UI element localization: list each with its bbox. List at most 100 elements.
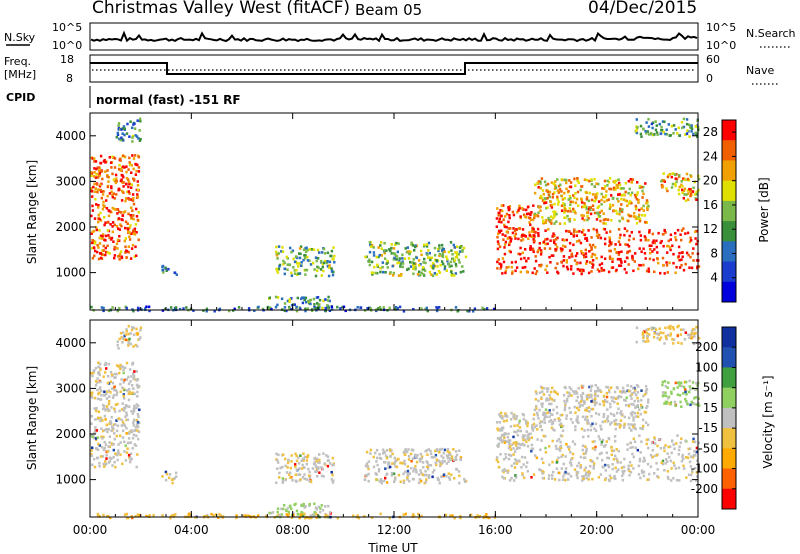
data-cell	[636, 448, 639, 452]
data-cell	[102, 375, 105, 378]
data-cell	[584, 252, 588, 255]
data-cell	[379, 512, 382, 516]
data-cell	[660, 179, 663, 183]
data-cell	[100, 170, 104, 173]
data-cell	[306, 307, 310, 310]
data-cell	[99, 419, 102, 423]
data-cell	[632, 416, 635, 420]
data-cell	[136, 395, 139, 398]
data-cell	[108, 422, 111, 425]
data-cell	[632, 419, 635, 422]
data-cell	[680, 405, 683, 408]
data-cell	[610, 446, 613, 449]
data-cell	[543, 421, 546, 424]
data-cell	[582, 477, 585, 481]
data-cell	[587, 470, 590, 474]
data-cell	[126, 228, 130, 231]
data-cell	[634, 446, 637, 449]
data-cell	[665, 261, 668, 264]
data-cell	[386, 472, 389, 476]
data-cell	[286, 299, 290, 303]
data-cell	[539, 186, 542, 190]
data-cell	[639, 238, 643, 242]
data-cell	[523, 476, 526, 480]
data-cell	[478, 515, 482, 518]
data-cell	[595, 234, 599, 237]
data-cell	[543, 180, 547, 184]
data-cell	[110, 236, 114, 240]
data-cell	[542, 192, 545, 196]
data-cell	[693, 180, 696, 184]
data-cell	[527, 237, 530, 240]
data-cell	[127, 245, 130, 248]
data-cell	[501, 428, 504, 432]
data-cell	[167, 267, 170, 271]
data-cell	[508, 241, 511, 245]
data-cell	[127, 375, 130, 379]
data-cell	[307, 474, 311, 477]
data-cell	[557, 456, 560, 460]
data-cell	[553, 234, 556, 237]
data-cell	[552, 182, 555, 185]
data-cell	[580, 427, 584, 431]
data-cell	[565, 397, 569, 401]
data-cell	[512, 447, 515, 450]
data-cell	[117, 227, 120, 230]
data-cell	[681, 455, 684, 459]
data-cell	[122, 175, 125, 179]
data-cell	[646, 200, 649, 204]
data-cell	[344, 309, 347, 313]
data-cell	[644, 389, 648, 393]
data-cell	[544, 268, 547, 272]
data-cell	[648, 472, 651, 476]
data-cell	[639, 264, 642, 267]
data-cell	[295, 269, 298, 272]
data-cell	[561, 248, 564, 251]
data-cell	[502, 458, 506, 461]
data-cell	[127, 168, 130, 171]
data-cell	[555, 238, 558, 241]
data-cell	[617, 468, 620, 471]
data-cell	[630, 231, 633, 234]
data-cell	[106, 169, 109, 172]
data-cell	[521, 207, 524, 210]
data-cell	[281, 477, 284, 480]
data-cell	[113, 245, 116, 249]
data-cell	[595, 401, 598, 405]
data-cell	[115, 393, 118, 397]
data-cell	[302, 512, 305, 516]
data-cell	[496, 247, 500, 251]
data-cell	[584, 452, 587, 455]
data-cell	[466, 309, 469, 313]
data-cell	[434, 453, 438, 457]
data-cell	[634, 215, 637, 218]
data-cell	[511, 443, 514, 446]
data-cell	[540, 250, 543, 254]
data-cell	[268, 511, 271, 515]
data-cell	[108, 252, 111, 255]
data-cell	[449, 458, 452, 462]
data-cell	[656, 468, 659, 471]
data-cell	[314, 470, 317, 473]
data-cell	[579, 403, 582, 407]
data-cell	[637, 215, 640, 219]
data-cell	[522, 438, 525, 442]
data-cell	[561, 425, 565, 428]
data-cell	[586, 428, 590, 432]
data-cell	[433, 468, 436, 472]
data-cell	[100, 306, 104, 309]
data-cell	[573, 392, 576, 395]
data-cell	[537, 211, 540, 215]
data-cell	[128, 405, 131, 408]
data-cell	[680, 263, 683, 267]
data-cell	[413, 262, 416, 265]
data-cell	[132, 309, 135, 313]
data-cell	[683, 338, 687, 341]
data-cell	[126, 190, 129, 194]
data-cell	[122, 125, 126, 128]
data-cell	[119, 138, 122, 142]
data-cell	[109, 391, 112, 394]
data-cell	[173, 271, 177, 275]
data-cell	[303, 254, 306, 257]
data-cell	[600, 209, 603, 213]
